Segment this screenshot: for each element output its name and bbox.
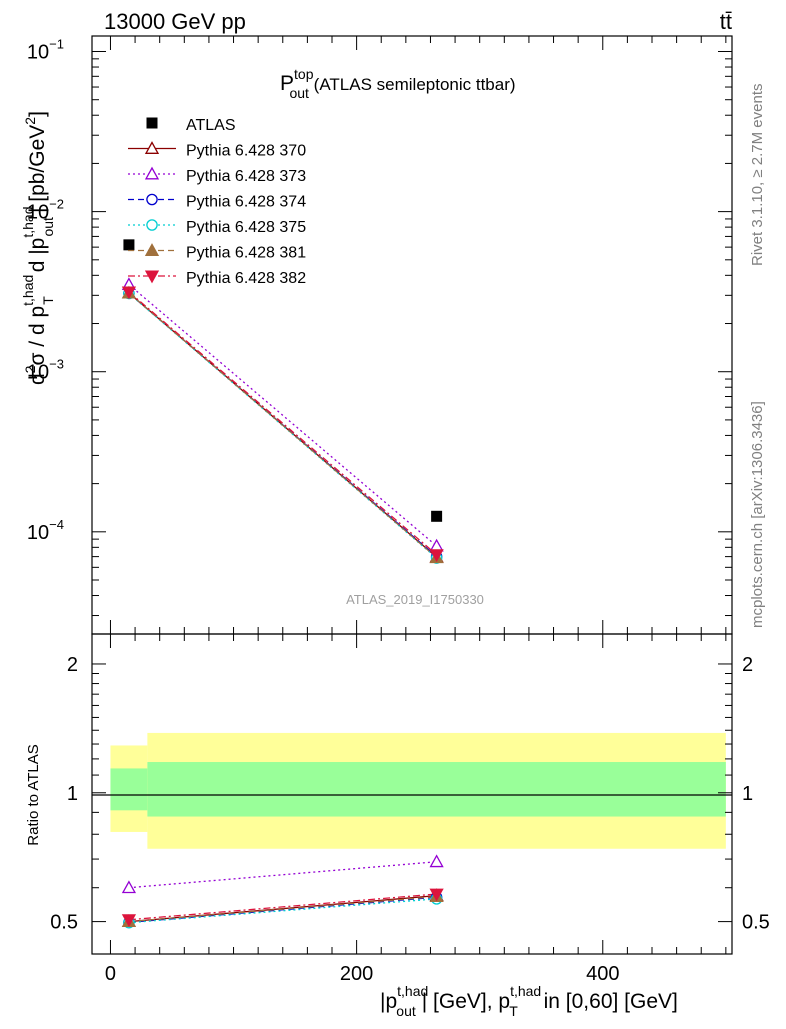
legend-marker-series-3: [146, 219, 158, 231]
x-tick-label: 200: [340, 963, 373, 985]
ratio-line-series-4: [128, 895, 437, 923]
ratio-point-series-1: [429, 854, 444, 868]
plot-title: Ptop out (ATLAS semileptonic ttbar): [280, 66, 516, 101]
axis-ticks: 0 200 400 10−1 10−2 10−3 10−4 2 2 1 1 0.5 0.5: [27, 36, 770, 985]
x-tick-label: 0: [105, 963, 116, 985]
legend-label-series-2: Pythia 6.428 374: [186, 194, 306, 211]
ratio-uncertainty-bands: [110, 732, 726, 849]
ratio-point-series-1: [121, 880, 137, 894]
y-tick-label-ratio: 2: [67, 654, 78, 676]
ratio-band-inner-1: [147, 762, 726, 817]
legend-marker-series-2: [146, 193, 158, 206]
main-series-lines: [121, 277, 444, 564]
y-tick-label-ratio: 1: [67, 783, 78, 805]
main-line-series-4: [128, 292, 438, 559]
legend-entry-series-3: Pythia 6.428 375: [128, 219, 306, 236]
legend-entry-series-0: Pythia 6.428 370: [128, 141, 306, 160]
ratio-point-series-5: [429, 888, 444, 902]
legend-marker-series-4: [144, 243, 160, 256]
main-point-series-5: [121, 286, 137, 300]
header-collision-label: 13000 GeV pp: [104, 9, 246, 34]
ratio-band-inner-0: [110, 768, 148, 811]
legend-entry-series-2: Pythia 6.428 374: [128, 194, 306, 211]
main-line-series-5: [128, 291, 438, 556]
main-point-series-5: [429, 549, 444, 562]
atlas-data-point: [431, 510, 443, 522]
ratio-line-series-5: [128, 893, 437, 921]
atlas-data-points: [123, 239, 443, 522]
y-tick-label-main: 10−4: [27, 517, 64, 544]
y-tick-label-ratio-right: 2: [742, 654, 753, 676]
legend: ATLAS Pythia 6.428 370 Pythia 6.428 373 Pyt…: [128, 117, 306, 287]
ratio-series-lines: [121, 854, 444, 929]
legend-label-series-1: Pythia 6.428 373: [186, 168, 306, 185]
y-tick-label-ratio-right: 1: [742, 783, 753, 805]
legend-label-series-0: Pythia 6.428 370: [186, 143, 306, 160]
mcplots-reference-label: mcplots.cern.ch [arXiv:1306.3436]: [749, 401, 766, 628]
legend-marker-series-0: [144, 141, 160, 154]
legend-marker-data: [146, 117, 158, 129]
ratio-point-series-5: [121, 914, 137, 928]
ratio-line-series-1: [128, 861, 437, 889]
ratio-line-series-3: [128, 898, 437, 924]
legend-marker-series-5: [144, 270, 160, 284]
analysis-watermark: ATLAS_2019_I1750330: [346, 592, 484, 607]
x-axis-label: |pt,had out | [GeV], pt,had T in [0,60] [Ge…: [380, 983, 678, 1019]
legend-entry-series-1: Pythia 6.428 373: [128, 166, 306, 185]
legend-entry-series-5: Pythia 6.428 382: [128, 270, 306, 287]
x-tick-label: 400: [586, 963, 619, 985]
header-process-label: tt̄: [720, 9, 732, 34]
ratio-plot-frame: [91, 633, 733, 955]
legend-marker-series-1: [144, 166, 160, 180]
legend-entry-series-4: Pythia 6.428 381: [128, 243, 306, 262]
atlas-data-point: [123, 239, 135, 251]
y-tick-label-ratio-right: 0.5: [742, 912, 770, 934]
main-line-series-1: [128, 284, 438, 547]
legend-label-series-3: Pythia 6.428 375: [186, 219, 306, 236]
y-tick-label-main: 10−1: [27, 37, 64, 64]
y-tick-label-main: 10−3: [27, 357, 64, 384]
ratio-y-axis-label: Ratio to ATLAS: [25, 744, 42, 845]
y-tick-label-ratio: 0.5: [50, 912, 78, 934]
legend-label-series-4: Pythia 6.428 381: [186, 245, 306, 262]
legend-label-series-5: Pythia 6.428 382: [186, 270, 306, 287]
legend-label-data: ATLAS: [186, 117, 236, 134]
y-tick-label-main: 10−2: [27, 197, 64, 224]
main-y-axis-label: d2σ / d pt,had T d |pt,had out| [pb/GeV2]: [20, 111, 56, 385]
rivet-version-label: Rivet 3.1.10, ≥ 2.7M events: [749, 84, 766, 267]
legend-entry-data: ATLAS: [146, 117, 236, 134]
